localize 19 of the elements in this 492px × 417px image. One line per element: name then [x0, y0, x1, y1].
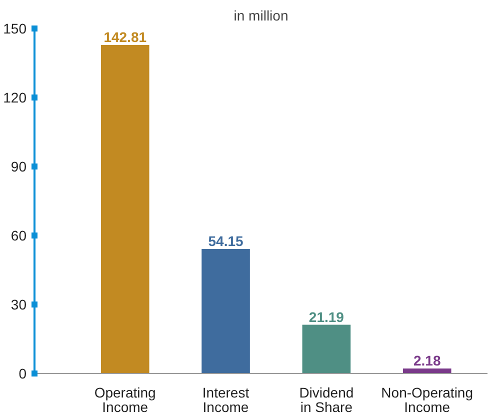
data-label: 142.81: [104, 29, 147, 46]
bar: [202, 248, 250, 374]
y-tick-label: 30: [10, 296, 27, 312]
bar: [402, 368, 452, 374]
y-tick-label: 120: [3, 90, 27, 106]
x-tick-label: Interest Income: [202, 384, 250, 415]
data-label: 2.18: [413, 352, 441, 368]
y-tick-label: 150: [3, 20, 27, 36]
y-tick-label: 90: [10, 158, 27, 174]
y-tick-label: 0: [18, 366, 27, 382]
x-tick-label: Dividend in Share: [299, 384, 354, 415]
chart-title: in million: [234, 8, 288, 24]
x-tick-label: Non-Operating Income: [381, 384, 474, 415]
bar: [302, 324, 351, 374]
y-tick-label: 60: [10, 228, 27, 244]
x-tick-label: Operating Income: [94, 384, 156, 415]
bar: [100, 45, 150, 374]
data-label: 21.19: [308, 308, 344, 325]
data-label: 54.15: [208, 232, 244, 249]
